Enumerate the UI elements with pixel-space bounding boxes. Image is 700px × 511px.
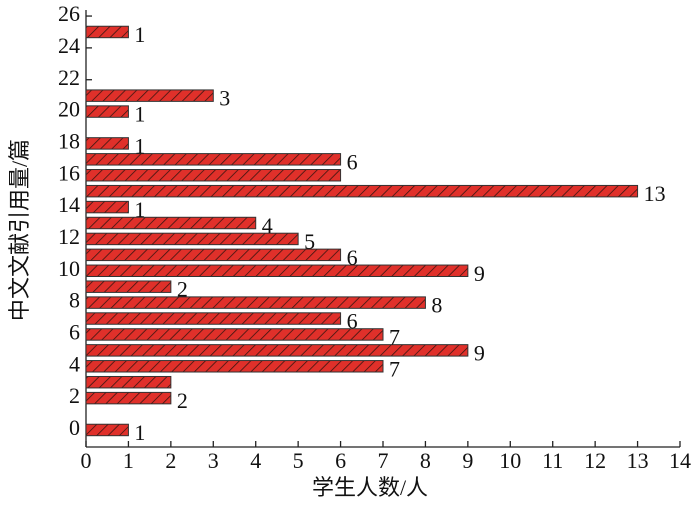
x-tick-label: 13 [627,448,649,473]
y-tick-label: 26 [58,1,80,26]
bar [85,312,342,325]
y-tick-label: 14 [58,192,80,217]
y-axis-label: 中文文献引用量/篇 [7,139,32,321]
y-tick-label: 2 [69,383,80,408]
x-tick-label: 3 [208,448,219,473]
value-label: 2 [177,277,188,302]
y-tick-label: 20 [58,97,80,122]
bar [85,328,384,341]
x-tick-label: 14 [669,448,691,473]
x-tick-label: 9 [462,448,473,473]
y-tick-label: 4 [69,351,80,376]
bar [85,184,639,198]
bar [85,89,214,102]
bar [85,105,129,118]
value-label: 8 [431,293,442,318]
y-tick-label: 8 [69,288,80,313]
bar [85,25,129,39]
bar [85,296,426,309]
y-tick-label: 12 [58,224,80,249]
y-tick-label: 10 [58,256,80,281]
value-label: 1 [134,197,145,222]
bar [85,391,172,405]
value-label: 2 [177,388,188,413]
x-tick-label: 8 [420,448,431,473]
value-label: 9 [474,261,485,286]
bar [85,248,342,262]
value-label: 6 [347,309,358,334]
bar [85,153,342,166]
value-label: 4 [262,213,273,238]
x-tick-label: 4 [250,448,261,473]
x-tick-label: 12 [584,448,606,473]
y-tick-label: 6 [69,319,80,344]
value-label: 6 [347,149,358,174]
x-tick-label: 2 [165,448,176,473]
bar [85,360,384,373]
bar [85,375,172,389]
bar [85,216,257,230]
y-tick-label: 24 [58,33,80,58]
y-tick-label: 0 [69,415,80,440]
x-tick-label: 0 [81,448,92,473]
y-tick-label: 22 [58,65,80,90]
bar [85,200,129,214]
value-label: 1 [134,133,145,158]
x-tick-label: 6 [335,448,346,473]
bar [85,232,299,246]
x-tick-label: 7 [378,448,389,473]
value-label: 7 [389,324,400,349]
x-axis-label: 学生人数/人 [312,475,428,500]
value-label: 13 [644,181,666,206]
value-label: 1 [134,420,145,445]
bar [85,169,342,182]
value-label: 3 [219,86,230,111]
bar [85,423,129,437]
value-label: 7 [389,356,400,381]
bar [85,137,129,150]
y-tick-label: 16 [58,160,80,185]
x-tick-label: 11 [542,448,563,473]
bar [85,344,469,357]
y-tick-label: 18 [58,128,80,153]
value-label: 6 [347,245,358,270]
bar [85,264,469,277]
value-label: 1 [134,102,145,127]
value-label: 5 [304,229,315,254]
x-tick-label: 10 [499,448,521,473]
x-tick-label: 1 [123,448,134,473]
bar [85,280,172,293]
value-label: 1 [134,22,145,47]
x-tick-label: 5 [293,448,304,473]
value-label: 9 [474,340,485,365]
